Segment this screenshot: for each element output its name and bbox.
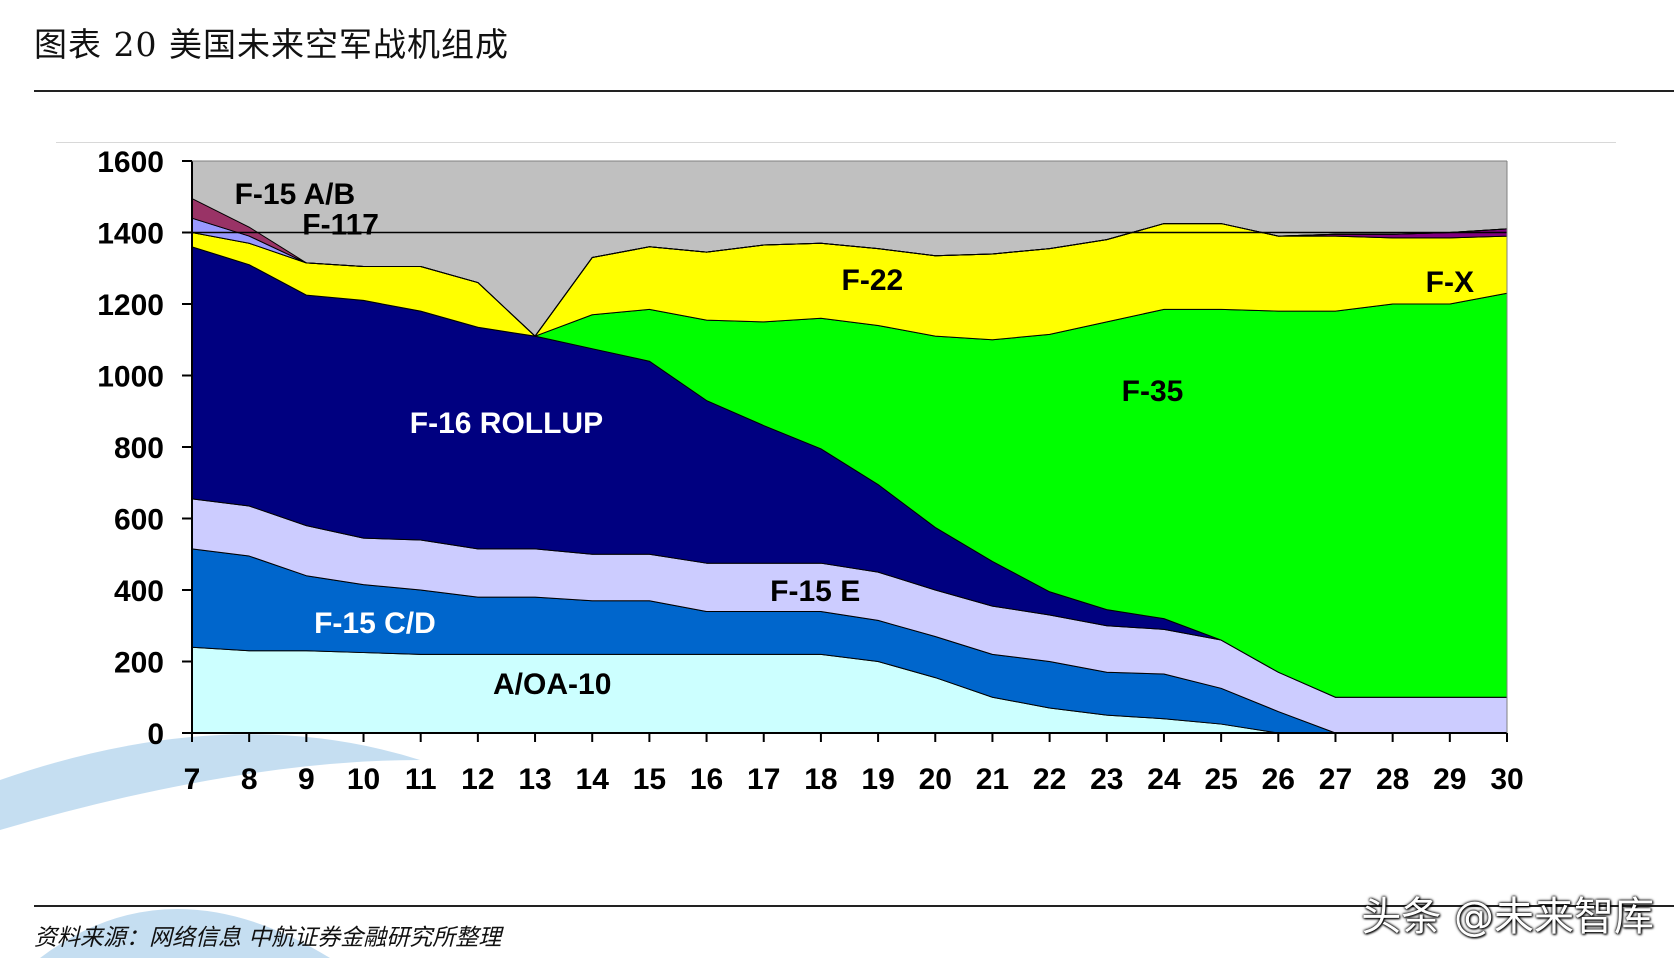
y-tick-label: 800 [114, 432, 164, 465]
series-label-f-15-e: F-15 E [770, 575, 860, 608]
axes [182, 160, 1508, 742]
chart-top-line [56, 142, 1616, 143]
series-label-f-35: F-35 [1122, 375, 1184, 408]
y-tick-label: 200 [114, 647, 164, 680]
x-tick-label: 10 [347, 763, 380, 796]
x-tick-label: 12 [461, 763, 494, 796]
x-tick-label: 30 [1490, 763, 1523, 796]
y-tick-label: 1400 [97, 218, 164, 251]
x-tick-label: 14 [576, 763, 610, 796]
x-tick-label: 25 [1204, 763, 1237, 796]
x-tick-label: 19 [861, 763, 894, 796]
x-tick-label: 20 [919, 763, 952, 796]
x-tick-label: 7 [184, 763, 201, 796]
x-tick-label: 18 [804, 763, 837, 796]
y-tick-label: 1000 [97, 361, 164, 394]
x-tick-label: 24 [1147, 763, 1181, 796]
x-tick-label: 27 [1319, 763, 1352, 796]
x-tick-label: 26 [1262, 763, 1295, 796]
x-tick-label: 15 [633, 763, 666, 796]
x-tick-label: 29 [1433, 763, 1466, 796]
title-divider [34, 90, 1674, 92]
area-layers [191, 198, 1508, 734]
x-tick-label: 16 [690, 763, 723, 796]
x-tick-label: 13 [518, 763, 551, 796]
series-label-f-22: F-22 [842, 264, 904, 297]
series-label-f-15-a-b: F-15 A/B [235, 178, 356, 211]
x-tick-label: 22 [1033, 763, 1066, 796]
footer-divider [34, 905, 1674, 907]
y-tick-label: 1200 [97, 289, 164, 322]
y-tick-label: 400 [114, 575, 164, 608]
x-tick-label: 21 [976, 763, 1009, 796]
y-tick-label: 0 [147, 718, 164, 751]
x-tick-label: 11 [405, 763, 437, 796]
series-label-f-16-rollup: F-16 ROLLUP [410, 407, 603, 440]
series-label-f-15-c-d: F-15 C/D [314, 607, 436, 640]
x-axis-tick-labels: 7 8 9 10 11 12 13 14 15 16 17 18 19 20 21 22 23 24 25 26 27 2… [184, 763, 1524, 796]
y-tick-label: 1600 [97, 146, 164, 179]
x-tick-label: 23 [1090, 763, 1123, 796]
watermark: 头条 @未来智库 [1361, 894, 1654, 940]
series-label-f-117: F-117 [302, 209, 379, 242]
series-label-a-oa-10: A/OA-10 [493, 668, 611, 701]
figure-title: 图表 20 美国未来空军战机组成 [34, 25, 509, 64]
x-tick-label: 8 [241, 763, 258, 796]
series-labels: F-15 A/BF-117 F-22 F-X F-35 F-16 ROLLUP F-15 … [235, 178, 1474, 701]
x-tick-label: 9 [298, 763, 315, 796]
x-tick-label: 28 [1376, 763, 1409, 796]
series-label-f-x: F-X [1426, 266, 1474, 299]
source-note: 资料来源：网络信息 中航证券金融研究所整理 [34, 925, 502, 951]
y-axis-tick-labels: 0 200 400 600 800 1000 1200 1400 1600 [97, 146, 164, 751]
y-tick-label: 600 [114, 504, 164, 537]
area-f-15-a-b [191, 198, 1508, 337]
x-tick-label: 17 [747, 763, 780, 796]
